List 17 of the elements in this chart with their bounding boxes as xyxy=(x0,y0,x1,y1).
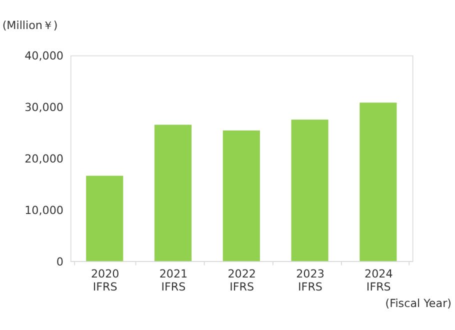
y-tick-label: 20,000 xyxy=(24,152,64,166)
y-tick-label: 30,000 xyxy=(24,100,64,114)
x-tick-label: 2023 IFRS xyxy=(296,267,324,294)
x-tick-label: 2024 IFRS xyxy=(364,267,393,294)
y-tick-label: 10,000 xyxy=(24,204,64,217)
x-axis-title: (Fiscal Year) xyxy=(385,296,452,310)
bar xyxy=(291,120,328,262)
x-tick-label: 2022 IFRS xyxy=(228,267,256,294)
bar xyxy=(154,124,192,262)
bar xyxy=(222,130,260,262)
y-tick-label: 40,000 xyxy=(24,50,64,63)
y-tick-label: 0 xyxy=(56,255,64,268)
bar xyxy=(86,176,124,262)
x-tick-label: 2020 IFRS xyxy=(90,267,120,294)
y-axis-title: (Million￥) xyxy=(2,18,58,32)
x-tick-label: 2021 IFRS xyxy=(159,267,188,294)
bar xyxy=(360,102,397,262)
